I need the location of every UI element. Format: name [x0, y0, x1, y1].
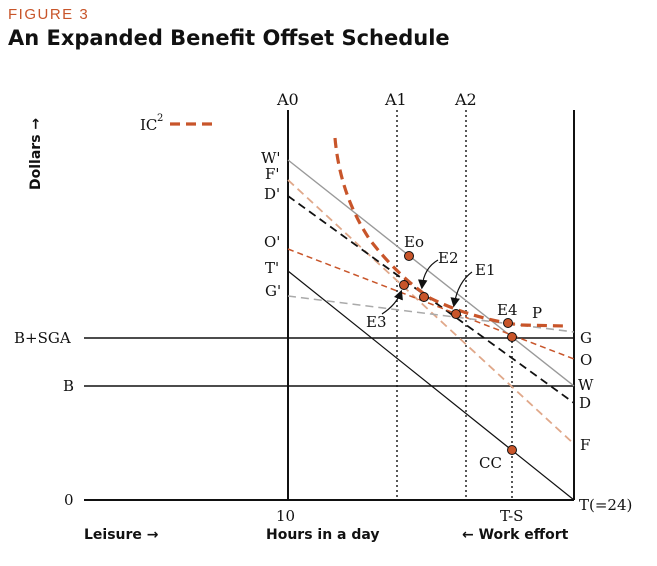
label-e4: E4 — [497, 301, 518, 319]
arrow-e2 — [417, 259, 439, 290]
label-o-prime: O' — [264, 233, 280, 251]
point-cc — [507, 445, 517, 455]
label-p: P — [532, 304, 542, 322]
y-tick-b: B — [63, 377, 74, 395]
label-cc: CC — [479, 454, 502, 472]
x-tick-t24: T(=24) — [579, 496, 632, 514]
arrow-e1 — [450, 271, 473, 308]
label-d: D — [579, 394, 591, 412]
label-e2: E2 — [438, 249, 459, 267]
point-e2 — [419, 292, 429, 302]
x-label-leisure: Leisure → — [84, 527, 159, 543]
label-d-prime: D' — [264, 185, 280, 203]
label-eo: Eo — [404, 233, 424, 251]
label-e1: E1 — [475, 261, 496, 279]
y-axis-label: Dollars → — [28, 118, 44, 190]
arrow-e3 — [381, 289, 403, 315]
point-e3 — [399, 280, 409, 290]
y-tick-b-sga: B+SGA — [14, 329, 71, 347]
line-o — [287, 248, 575, 360]
point-e1 — [451, 309, 461, 319]
label-f-prime: F' — [265, 165, 280, 183]
x-label-hours: Hours in a day — [266, 527, 380, 543]
label-g-prime: G' — [265, 282, 281, 300]
point-p — [507, 332, 517, 342]
label-e3: E3 — [366, 313, 387, 331]
line-t — [287, 270, 575, 501]
x-tick-10: 10 — [276, 507, 295, 525]
line-w — [287, 159, 575, 387]
legend-ic-label: IC — [140, 116, 157, 134]
label-a2: A2 — [454, 90, 477, 109]
label-a1: A1 — [384, 90, 407, 109]
figure-title: An Expanded Benefit Offset Schedule — [8, 26, 450, 50]
label-f: F — [580, 436, 590, 454]
point-e4 — [503, 318, 513, 328]
y-tick-0: 0 — [64, 491, 74, 509]
point-eo — [404, 251, 414, 261]
x-tick-t-s: T-S — [500, 507, 523, 525]
label-g: G — [580, 329, 592, 347]
label-w-prime: W' — [261, 149, 281, 167]
indifference-curve-ic2 — [333, 137, 567, 328]
label-o: O — [580, 351, 592, 369]
legend-ic-sup: 2 — [157, 113, 163, 124]
label-t-prime: T' — [265, 259, 279, 277]
label-a0: A0 — [276, 90, 299, 109]
figure-label: FIGURE 3 — [8, 6, 90, 23]
label-w: W — [578, 376, 594, 394]
x-label-work: ← Work effort — [462, 527, 569, 543]
